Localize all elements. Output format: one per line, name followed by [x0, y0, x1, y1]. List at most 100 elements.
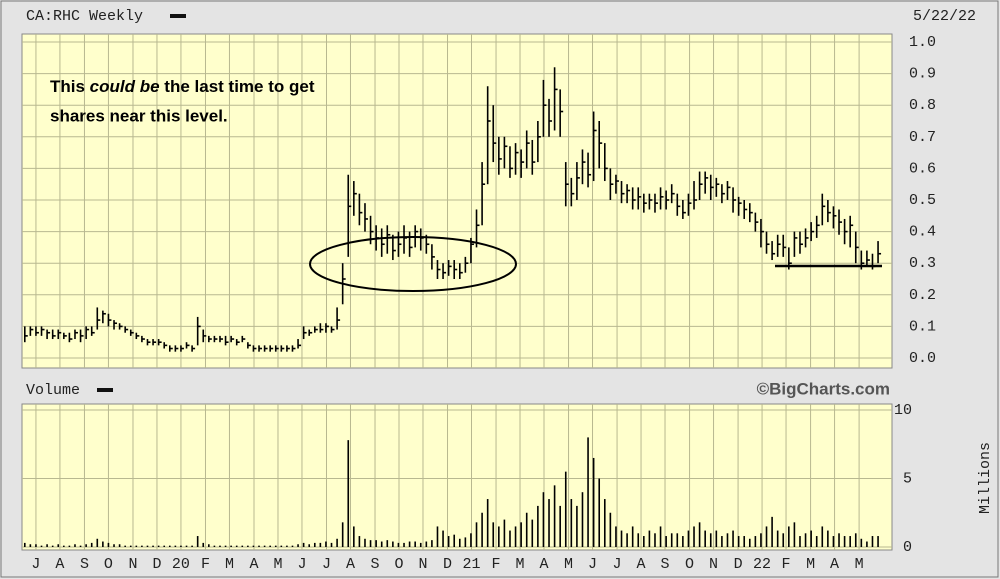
x-tick-label: N — [128, 556, 137, 573]
volume-bar — [174, 545, 177, 547]
x-tick-label: J — [588, 556, 597, 573]
volume-bar — [581, 492, 584, 547]
volume-bar — [592, 457, 595, 547]
volume-bar — [698, 522, 701, 547]
volume-bar — [458, 538, 461, 547]
volume-bar — [263, 545, 266, 547]
volume-bar — [754, 536, 757, 547]
y-tick-label: 0.9 — [909, 66, 936, 83]
volume-bar — [854, 533, 857, 547]
x-tick-label: S — [661, 556, 670, 573]
y-tick-label: 0.5 — [909, 192, 936, 209]
volume-bar — [29, 544, 32, 547]
x-tick-label: 20 — [172, 556, 190, 573]
volume-bar — [442, 530, 444, 547]
x-tick-label: M — [225, 556, 234, 573]
volume-bar — [609, 512, 612, 547]
volume-bar — [659, 526, 662, 547]
x-tick-label: M — [516, 556, 525, 573]
volume-bar — [419, 542, 422, 547]
y-tick-label: 10 — [894, 402, 912, 419]
x-tick-label: S — [80, 556, 89, 573]
volume-bar — [230, 545, 232, 547]
x-tick-label: F — [201, 556, 210, 573]
volume-bar — [776, 530, 779, 547]
volume-bar — [247, 545, 249, 547]
volume-bar — [570, 499, 573, 547]
volume-bar — [191, 545, 193, 547]
x-tick-label: J — [297, 556, 306, 573]
volume-bar — [492, 522, 495, 547]
chart-date: 5/22/22 — [913, 8, 976, 25]
volume-bar — [788, 526, 790, 547]
x-tick-label: N — [418, 556, 427, 573]
volume-bar — [347, 440, 350, 547]
volume-bar — [598, 478, 601, 547]
volume-bar — [79, 545, 82, 547]
volume-bar — [760, 533, 762, 547]
volume-bar — [280, 545, 283, 547]
volume-bar — [107, 542, 110, 547]
volume-bar — [213, 545, 216, 547]
x-tick-label: 22 — [753, 556, 771, 573]
volume-bar — [302, 542, 305, 547]
x-tick-label: M — [855, 556, 864, 573]
y-tick-label: 0.6 — [909, 160, 936, 177]
volume-bar — [553, 485, 556, 547]
volume-bar — [525, 512, 528, 547]
price-panel — [21, 33, 893, 369]
volume-bar — [520, 522, 522, 547]
volume-bar — [877, 536, 879, 547]
volume-bar — [408, 541, 411, 547]
volume-bar — [68, 545, 71, 547]
volume-bar — [330, 542, 333, 547]
volume-bar — [23, 542, 26, 547]
volume-bar — [765, 526, 768, 547]
volume-bar — [369, 540, 372, 547]
volume-bar — [57, 544, 60, 547]
volume-bar — [85, 544, 87, 547]
volume-bar — [587, 437, 589, 547]
volume-bar — [447, 536, 450, 547]
volume-bar — [135, 545, 138, 547]
x-tick-label: A — [249, 556, 258, 573]
annotation-text: the last time to get — [160, 77, 315, 96]
x-tick-label: M — [806, 556, 815, 573]
volume-bar — [771, 516, 773, 547]
volume-bar — [804, 533, 807, 547]
volume-bar — [726, 533, 729, 547]
volume-bar — [620, 530, 623, 547]
volume-bar — [849, 536, 851, 547]
volume-bar — [531, 519, 534, 547]
volume-bar — [286, 545, 288, 547]
volume-bar — [564, 471, 567, 547]
volume-panel — [21, 403, 893, 551]
volume-bar — [810, 530, 812, 547]
volume-bar — [241, 545, 244, 547]
volume-bar — [313, 542, 316, 547]
volume-bar — [336, 538, 338, 547]
x-tick-label: S — [371, 556, 380, 573]
volume-bar — [403, 542, 405, 547]
volume-bar — [793, 522, 796, 547]
volume-bar — [799, 536, 801, 547]
volume-bar — [827, 530, 829, 547]
volume-bar — [397, 542, 400, 547]
volume-bar — [843, 536, 846, 547]
volume-bar — [782, 533, 785, 547]
volume-bar — [537, 505, 539, 547]
annotation-emphasis: could be — [90, 77, 160, 96]
x-tick-label: 21 — [462, 556, 480, 573]
y-tick-label: 0.7 — [909, 129, 936, 146]
x-tick-label: J — [31, 556, 40, 573]
volume-bar — [386, 540, 389, 547]
volume-bar — [436, 526, 439, 547]
volume-bar — [486, 499, 489, 547]
volume-bar — [46, 544, 48, 547]
y-tick-label: 0 — [903, 539, 912, 556]
legend-swatch — [170, 14, 186, 18]
volume-bar — [559, 505, 561, 547]
volume-bar — [715, 530, 718, 547]
volume-bar — [431, 540, 433, 547]
